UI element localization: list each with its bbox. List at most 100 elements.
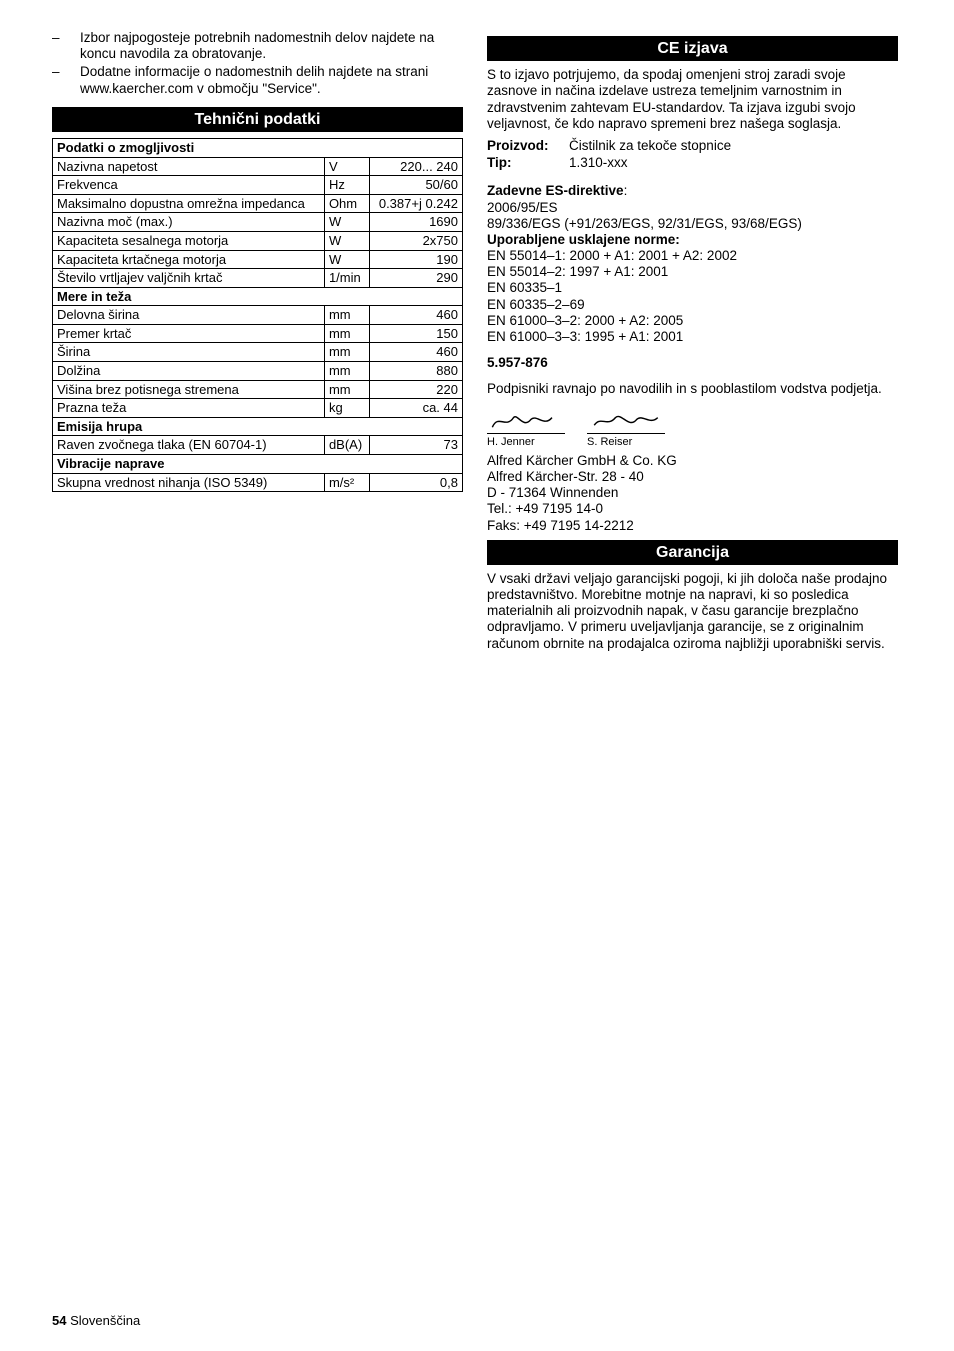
signer-name: S. Reiser xyxy=(587,434,632,449)
signature-icon xyxy=(587,408,665,434)
type-row: Tip: 1.310-xxx xyxy=(487,155,898,171)
company-block: Alfred Kärcher GmbH & Co. KG Alfred Kärc… xyxy=(487,453,898,534)
group-header: Vibracije naprave xyxy=(53,455,463,474)
spec-value: 190 xyxy=(369,250,462,269)
directives-line: 89/336/EGS (+91/263/EGS, 92/31/EGS, 93/6… xyxy=(487,216,802,231)
table-row: Nazivna moč (max.) W 1690 xyxy=(53,213,463,232)
spec-unit: mm xyxy=(324,324,369,343)
company-line: Faks: +49 7195 14-2212 xyxy=(487,518,634,533)
table-row: Dolžina mm 880 xyxy=(53,362,463,381)
spec-unit: m/s² xyxy=(324,473,369,492)
spec-value: 460 xyxy=(369,343,462,362)
reference-number: 5.957-876 xyxy=(487,355,898,371)
table-row: Premer krtač mm 150 xyxy=(53,324,463,343)
spec-value: 290 xyxy=(369,269,462,288)
spec-value: 0.387+j 0.242 xyxy=(369,194,462,213)
intro-bullets: – Izbor najpogosteje potrebnih nadomestn… xyxy=(52,30,463,97)
group-header: Podatki o zmogljivosti xyxy=(53,138,463,157)
spec-value: 220... 240 xyxy=(369,157,462,176)
spec-label: Nazivna moč (max.) xyxy=(53,213,325,232)
norm-line: EN 60335–2–69 xyxy=(487,297,585,312)
table-subheader: Podatki o zmogljivosti xyxy=(53,138,463,157)
bullet-text: Izbor najpogosteje potrebnih nadomestnih… xyxy=(80,30,463,62)
signature-row: H. Jenner S. Reiser xyxy=(487,408,898,449)
signers-intro: Podpisniki ravnajo po navodilih in s poo… xyxy=(487,381,898,397)
warranty-header: Garancija xyxy=(487,540,898,565)
norm-line: EN 55014–1: 2000 + A1: 2001 + A2: 2002 xyxy=(487,248,737,263)
spec-value: 2x750 xyxy=(369,231,462,250)
spec-unit: mm xyxy=(324,362,369,381)
spec-label: Širina xyxy=(53,343,325,362)
spec-label: Delovna širina xyxy=(53,306,325,325)
signature: S. Reiser xyxy=(587,408,665,449)
norm-line: EN 61000–3–2: 2000 + A2: 2005 xyxy=(487,313,683,328)
spec-value: 150 xyxy=(369,324,462,343)
spec-label: Kapaciteta krtačnega motorja xyxy=(53,250,325,269)
norm-line: EN 55014–2: 1997 + A1: 2001 xyxy=(487,264,668,279)
columns: – Izbor najpogosteje potrebnih nadomestn… xyxy=(52,30,898,658)
table-row: Kapaciteta krtačnega motorja W 190 xyxy=(53,250,463,269)
table-subheader: Emisija hrupa xyxy=(53,417,463,436)
signature-block: H. Jenner S. Reiser xyxy=(487,408,898,449)
spec-value: 50/60 xyxy=(369,176,462,195)
directives-block: Zadevne ES-direktive: 2006/95/ES 89/336/… xyxy=(487,183,898,345)
spec-label: Dolžina xyxy=(53,362,325,381)
table-row: Skupna vrednost nihanja (ISO 5349) m/s² … xyxy=(53,473,463,492)
right-column: CE izjava S to izjavo potrjujemo, da spo… xyxy=(487,30,898,658)
spec-label: Raven zvočnega tlaka (EN 60704-1) xyxy=(53,436,325,455)
spec-label: Skupna vrednost nihanja (ISO 5349) xyxy=(53,473,325,492)
product-row: Proizvod: Čistilnik za tekoče stopnice xyxy=(487,138,898,154)
spec-unit: mm xyxy=(324,343,369,362)
table-row: Frekvenca Hz 50/60 xyxy=(53,176,463,195)
list-item: – Dodatne informacije o nadomestnih deli… xyxy=(52,64,463,96)
spec-unit: mm xyxy=(324,306,369,325)
table-subheader: Vibracije naprave xyxy=(53,455,463,474)
company-line: D - 71364 Winnenden xyxy=(487,485,618,500)
dash-icon: – xyxy=(52,30,80,62)
norm-line: EN 61000–3–3: 1995 + A1: 2001 xyxy=(487,329,683,344)
table-row: Širina mm 460 xyxy=(53,343,463,362)
spec-label: Kapaciteta sesalnega motorja xyxy=(53,231,325,250)
company-line: Alfred Kärcher-Str. 28 - 40 xyxy=(487,469,644,484)
spec-unit: W xyxy=(324,231,369,250)
signer-name: H. Jenner xyxy=(487,434,535,449)
table-row: Maksimalno dopustna omrežna impedanca Oh… xyxy=(53,194,463,213)
table-row: Kapaciteta sesalnega motorja W 2x750 xyxy=(53,231,463,250)
directives-label: Zadevne ES-direktive xyxy=(487,183,624,198)
spec-value: ca. 44 xyxy=(369,399,462,418)
table-row: Nazivna napetost V 220... 240 xyxy=(53,157,463,176)
product-value: Čistilnik za tekoče stopnice xyxy=(569,138,731,154)
group-header: Mere in teža xyxy=(53,287,463,306)
spec-value: 73 xyxy=(369,436,462,455)
spec-label: Nazivna napetost xyxy=(53,157,325,176)
spec-label: Frekvenca xyxy=(53,176,325,195)
spec-table: Podatki o zmogljivosti Nazivna napetost … xyxy=(52,138,463,492)
table-row: Višina brez potisnega stremena mm 220 xyxy=(53,380,463,399)
spec-unit: kg xyxy=(324,399,369,418)
bullet-text: Dodatne informacije o nadomestnih delih … xyxy=(80,64,463,96)
table-row: Delovna širina mm 460 xyxy=(53,306,463,325)
spec-unit: V xyxy=(324,157,369,176)
tech-header: Tehnični podatki xyxy=(52,107,463,132)
spec-unit: Ohm xyxy=(324,194,369,213)
left-column: – Izbor najpogosteje potrebnih nadomestn… xyxy=(52,30,463,658)
product-label: Proizvod: xyxy=(487,138,569,154)
spec-unit: mm xyxy=(324,380,369,399)
ce-header: CE izjava xyxy=(487,36,898,61)
table-subheader: Mere in teža xyxy=(53,287,463,306)
spec-value: 880 xyxy=(369,362,462,381)
spec-unit: Hz xyxy=(324,176,369,195)
dash-icon: – xyxy=(52,64,80,96)
table-row: Število vrtljajev valjčnih krtač 1/min 2… xyxy=(53,269,463,288)
table-row: Raven zvočnega tlaka (EN 60704-1) dB(A) … xyxy=(53,436,463,455)
spec-unit: W xyxy=(324,250,369,269)
ce-intro: S to izjavo potrjujemo, da spodaj omenje… xyxy=(487,67,898,132)
spec-value: 460 xyxy=(369,306,462,325)
norm-line: EN 60335–1 xyxy=(487,280,562,295)
signature: H. Jenner xyxy=(487,408,565,449)
spec-label: Število vrtljajev valjčnih krtač xyxy=(53,269,325,288)
type-label: Tip: xyxy=(487,155,569,171)
spec-unit: 1/min xyxy=(324,269,369,288)
spec-value: 220 xyxy=(369,380,462,399)
company-line: Alfred Kärcher GmbH & Co. KG xyxy=(487,453,677,468)
